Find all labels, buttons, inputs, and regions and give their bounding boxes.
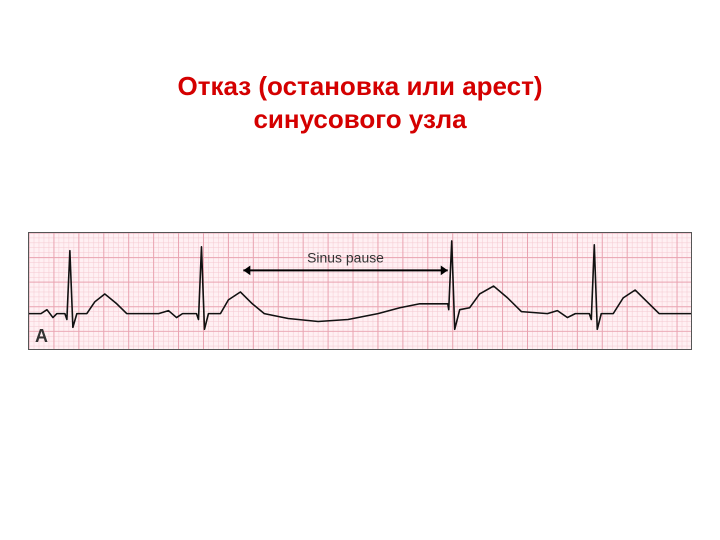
title-line-1: Отказ (остановка или арест) (177, 71, 542, 101)
ecg-svg: Sinus pause (29, 233, 691, 349)
panel-label: A (35, 326, 48, 347)
title-line-2: синусового узла (253, 104, 466, 134)
slide: Отказ (остановка или арест) синусового у… (0, 0, 720, 540)
slide-title: Отказ (остановка или арест) синусового у… (0, 70, 720, 135)
annotation-label: Sinus pause (307, 250, 384, 266)
ecg-strip: Sinus pause A (28, 232, 692, 350)
